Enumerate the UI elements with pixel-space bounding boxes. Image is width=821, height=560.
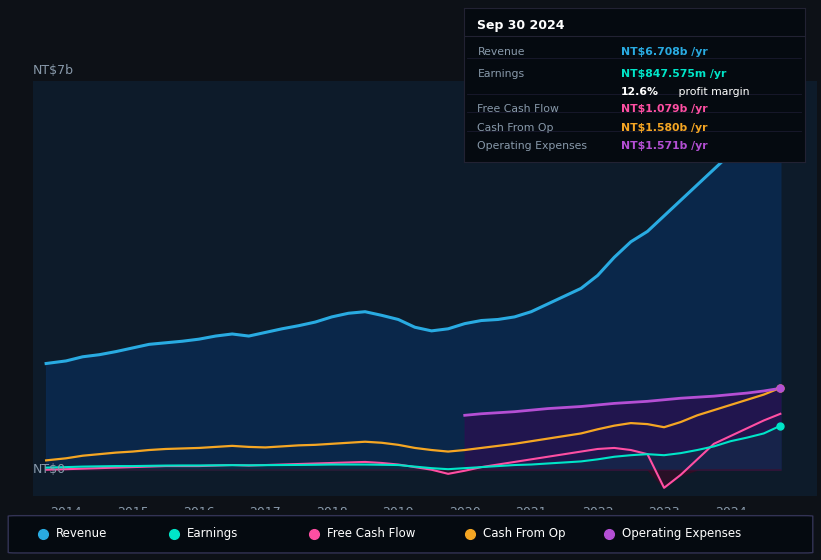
Text: Operating Expenses: Operating Expenses (622, 528, 741, 540)
Text: Cash From Op: Cash From Op (483, 528, 565, 540)
Text: Operating Expenses: Operating Expenses (478, 141, 588, 151)
Text: Free Cash Flow: Free Cash Flow (478, 104, 559, 114)
Text: NT$0: NT$0 (33, 463, 66, 476)
Text: NT$7b: NT$7b (33, 64, 74, 77)
Text: Sep 30 2024: Sep 30 2024 (478, 19, 565, 32)
Text: NT$1.571b /yr: NT$1.571b /yr (621, 141, 707, 151)
Text: NT$6.708b /yr: NT$6.708b /yr (621, 46, 708, 57)
Text: 12.6%: 12.6% (621, 87, 658, 96)
Text: Earnings: Earnings (187, 528, 239, 540)
FancyBboxPatch shape (8, 516, 813, 553)
Text: Revenue: Revenue (56, 528, 108, 540)
Text: NT$1.580b /yr: NT$1.580b /yr (621, 123, 707, 133)
Text: NT$847.575m /yr: NT$847.575m /yr (621, 69, 726, 79)
Text: NT$1.079b /yr: NT$1.079b /yr (621, 104, 707, 114)
Text: Revenue: Revenue (478, 46, 525, 57)
Text: Free Cash Flow: Free Cash Flow (327, 528, 415, 540)
Text: Earnings: Earnings (478, 69, 525, 79)
Text: profit margin: profit margin (675, 87, 750, 96)
Text: Cash From Op: Cash From Op (478, 123, 554, 133)
